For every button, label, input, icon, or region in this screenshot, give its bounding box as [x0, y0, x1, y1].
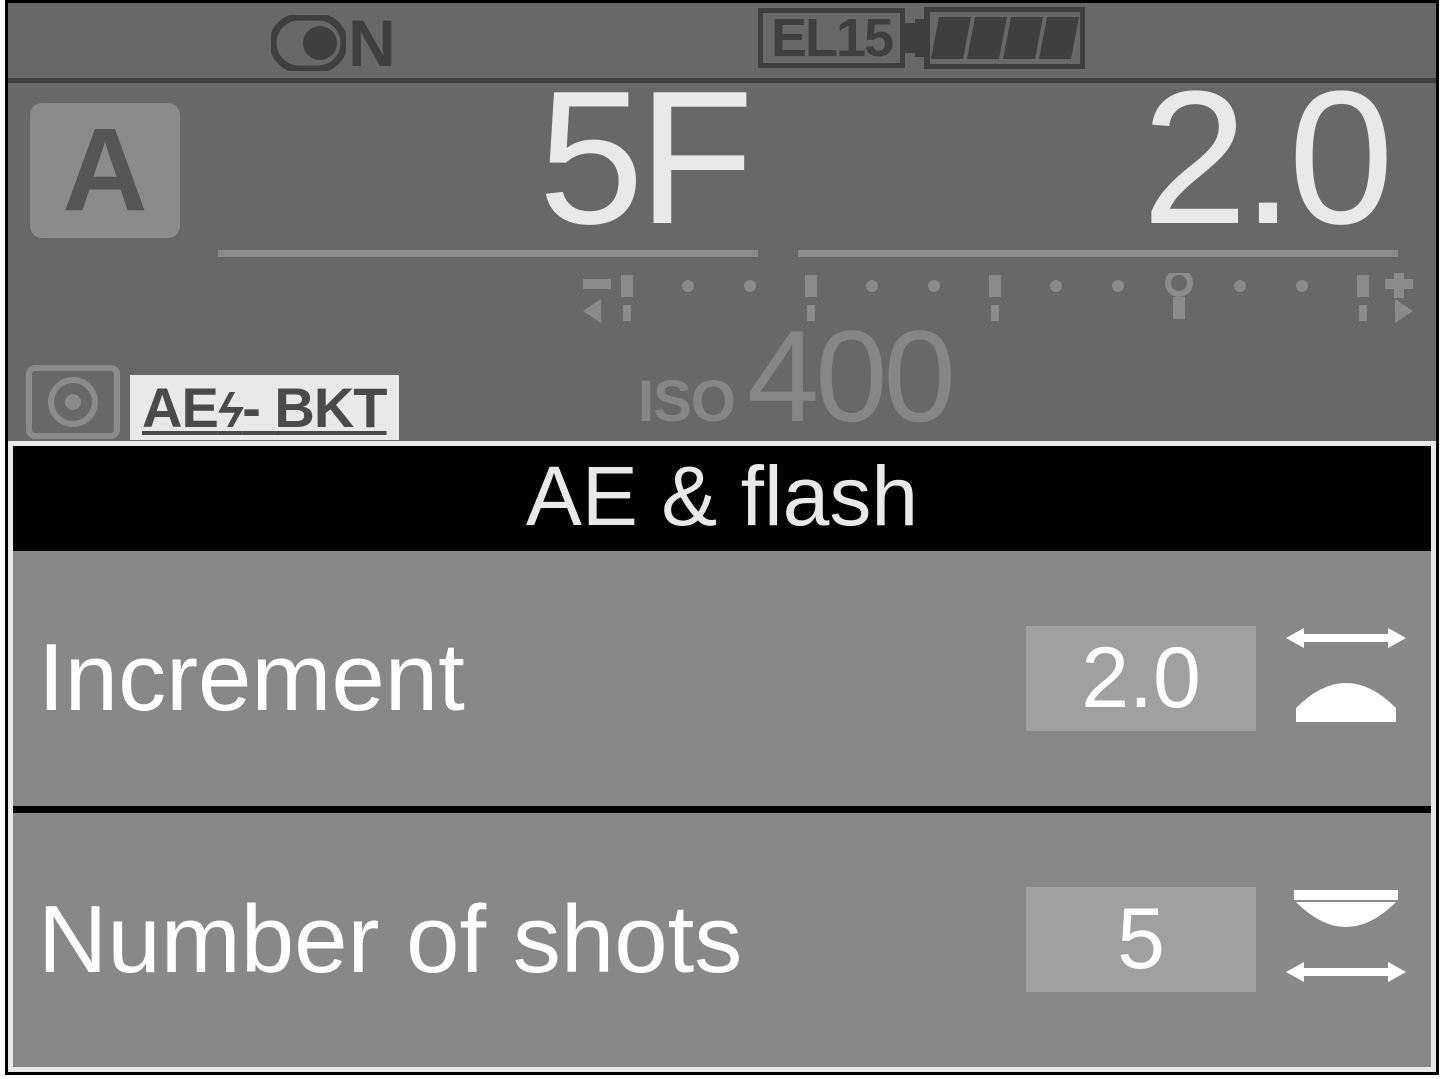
increment-value: 2.0 [1026, 626, 1256, 731]
menu-row-increment[interactable]: Increment 2.0 [13, 551, 1431, 806]
shots-value: 5 [1026, 887, 1256, 992]
battery-indicator: EL15 [758, 7, 1085, 69]
bracket-frames-value: 5F [208, 71, 768, 246]
camera-screen: N EL15 A 5F 2.0 [5, 0, 1439, 1075]
battery-model-label: EL15 [758, 8, 905, 68]
menu-row-label: Number of shots [38, 885, 1026, 995]
bracket-mode-badge: AEϟ- BKT [130, 375, 399, 440]
flash-bolt-icon: ϟ [218, 385, 242, 438]
metering-mode-icon [26, 365, 120, 439]
menu-row-number-of-shots[interactable]: Number of shots 5 [13, 806, 1431, 1068]
exposure-info-panel: A 5F 2.0 [8, 78, 1436, 436]
main-dial-icon [1281, 628, 1411, 728]
power-label: N [348, 5, 394, 81]
bracket-suffix-text: BKT [274, 376, 386, 439]
mode-badge: A [30, 103, 180, 238]
iso-value: 400 [747, 321, 952, 431]
battery-connector [905, 23, 915, 53]
menu-row-label: Increment [38, 623, 1026, 733]
menu-title: AE & flash [13, 446, 1431, 551]
power-icon [271, 15, 346, 71]
bracket-step-value: 2.0 [788, 71, 1408, 246]
iso-display: ISO 400 [638, 321, 952, 435]
bracket-step-display: 2.0 [788, 71, 1408, 257]
sub-dial-icon [1281, 890, 1411, 990]
bracket-frames-display: 5F [208, 71, 768, 257]
iso-label: ISO [638, 368, 735, 435]
bracketing-menu-panel: AE & flash Increment 2.0 [8, 441, 1436, 1072]
menu-rows: Increment 2.0 Number of shot [13, 551, 1431, 1067]
battery-icon [915, 7, 1085, 69]
bracket-mode-text: AE [142, 376, 218, 439]
power-on-indicator: N [271, 5, 394, 81]
